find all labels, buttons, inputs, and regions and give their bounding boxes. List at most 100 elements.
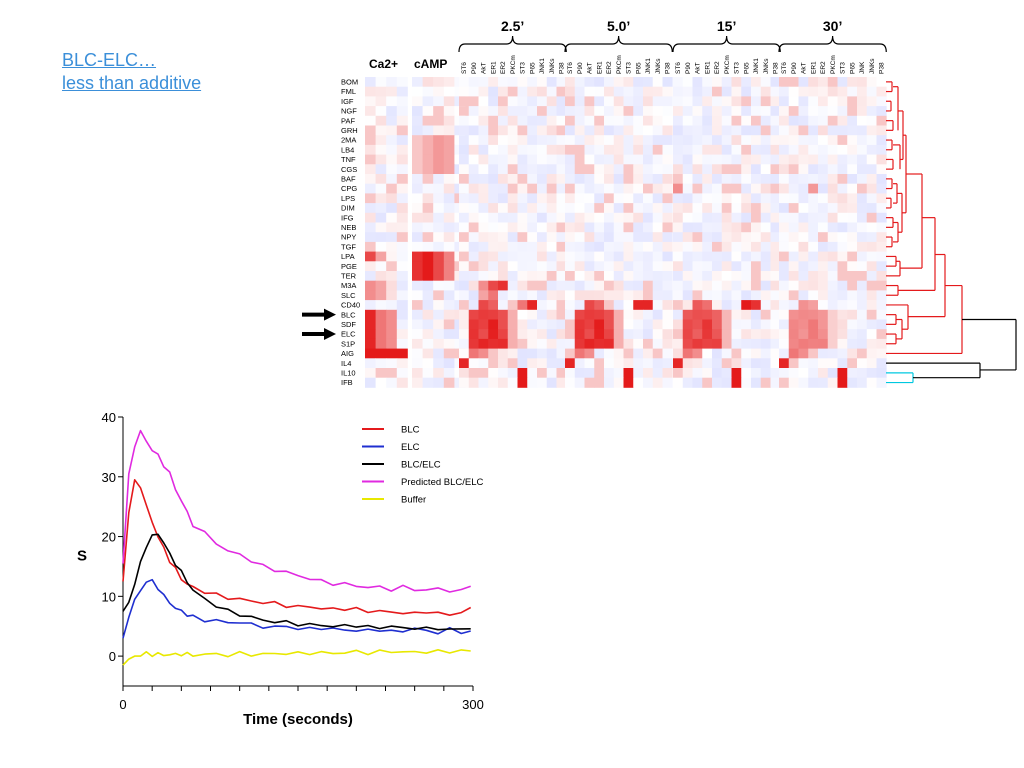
heatmap-cell bbox=[633, 174, 644, 185]
heatmap-cell bbox=[604, 86, 615, 97]
heatmap-cell bbox=[488, 261, 499, 272]
heatmap-cell bbox=[779, 174, 790, 185]
heatmap-cell bbox=[652, 251, 663, 262]
heatmap-cell bbox=[741, 154, 752, 165]
heatmap-cell bbox=[866, 232, 877, 243]
heatmap-cell bbox=[468, 115, 479, 126]
heatmap-cell bbox=[770, 241, 781, 252]
time-label: 15’ bbox=[717, 18, 736, 34]
heatmap-cell bbox=[798, 164, 809, 175]
heatmap-cell bbox=[731, 290, 742, 301]
heatmap-cell bbox=[818, 280, 829, 291]
heatmap-cell bbox=[527, 358, 538, 369]
heatmap-cell bbox=[498, 329, 509, 340]
heatmap-cell bbox=[546, 135, 557, 146]
heatmap-cell bbox=[788, 251, 799, 262]
heatmap-cell bbox=[537, 271, 548, 282]
row-label: NGF bbox=[341, 107, 357, 116]
heatmap-cell bbox=[537, 319, 548, 330]
heatmap-cell bbox=[584, 251, 595, 262]
heatmap-cell bbox=[760, 290, 771, 301]
heatmap-cell bbox=[468, 348, 479, 359]
heatmap-cell bbox=[433, 300, 445, 311]
heatmap-cell bbox=[827, 290, 838, 301]
heatmap-cell bbox=[412, 319, 423, 330]
heatmap-cell bbox=[876, 135, 887, 146]
heatmap-cell bbox=[692, 309, 703, 320]
heatmap-cell bbox=[731, 329, 742, 340]
heatmap-cell bbox=[517, 106, 528, 117]
heatmap-cell bbox=[662, 377, 673, 388]
heatmap-cell bbox=[422, 319, 434, 330]
heatmap-cell bbox=[556, 77, 567, 88]
heatmap-cell bbox=[673, 183, 684, 194]
heatmap-cell bbox=[779, 135, 790, 146]
heatmap-cell bbox=[652, 232, 663, 243]
heatmap-cell bbox=[527, 86, 538, 97]
heatmap-cell bbox=[443, 96, 455, 107]
heatmap-cell bbox=[556, 358, 567, 369]
heatmap-cell bbox=[751, 154, 762, 165]
heatmap-cell bbox=[652, 144, 663, 155]
slide-link-line-1[interactable]: BLC-ELC… bbox=[62, 50, 157, 70]
heatmap-cell bbox=[396, 86, 408, 97]
heatmap-cell bbox=[692, 261, 703, 272]
heatmap-cell bbox=[827, 106, 838, 117]
heatmap-cell bbox=[673, 338, 684, 349]
heatmap-cell bbox=[517, 183, 528, 194]
heatmap-cell bbox=[808, 183, 819, 194]
heatmap-cell bbox=[623, 77, 634, 88]
heatmap-cell bbox=[468, 164, 479, 175]
row-label: AIG bbox=[341, 349, 354, 358]
heatmap-cell bbox=[760, 232, 771, 243]
heatmap-cell bbox=[788, 115, 799, 126]
slide-link-line-2[interactable]: less than additive bbox=[62, 73, 202, 93]
heatmap-cell bbox=[682, 368, 693, 379]
heatmap-cell bbox=[594, 193, 605, 204]
heatmap-cell bbox=[662, 251, 673, 262]
heatmap-cell bbox=[876, 348, 887, 359]
heatmap-cell bbox=[498, 144, 509, 155]
heatmap-cell bbox=[712, 358, 723, 369]
heatmap-cell bbox=[565, 377, 576, 388]
heatmap-cell bbox=[808, 319, 819, 330]
dendrogram bbox=[458, 35, 1017, 384]
heatmap-cell bbox=[721, 280, 732, 291]
heatmap-cell bbox=[584, 241, 595, 252]
heatmap-cell bbox=[623, 232, 634, 243]
heatmap-cell bbox=[565, 329, 576, 340]
heatmap-cell bbox=[818, 261, 829, 272]
row-label: NPY bbox=[341, 233, 356, 242]
heatmap-cell bbox=[478, 125, 489, 136]
heatmap-cell bbox=[673, 86, 684, 97]
heatmap-cell bbox=[468, 251, 479, 262]
heatmap-cell bbox=[537, 86, 548, 97]
heatmap-cell bbox=[760, 368, 771, 379]
heatmap-cell bbox=[652, 96, 663, 107]
heatmap-cell bbox=[623, 271, 634, 282]
heatmap-cell bbox=[546, 251, 557, 262]
heatmap-cell bbox=[546, 144, 557, 155]
heatmap-cell bbox=[386, 212, 398, 223]
heatmap-cell bbox=[537, 329, 548, 340]
heatmap-cell bbox=[827, 174, 838, 185]
heatmap-cell bbox=[633, 377, 644, 388]
heatmap-cell bbox=[507, 300, 518, 311]
heatmap-cell bbox=[468, 329, 479, 340]
heatmap-cell bbox=[837, 86, 848, 97]
heatmap-cell bbox=[798, 77, 809, 88]
heatmap-cell bbox=[866, 338, 877, 349]
heatmap-cell bbox=[604, 338, 615, 349]
heatmap-cell bbox=[827, 193, 838, 204]
heatmap-cell bbox=[643, 368, 654, 379]
heatmap-cell bbox=[468, 300, 479, 311]
heatmap-cell bbox=[604, 164, 615, 175]
column-label: AkT bbox=[481, 62, 488, 74]
heatmap-cell bbox=[613, 348, 624, 359]
heatmap-cell bbox=[488, 368, 499, 379]
heatmap-cell bbox=[643, 154, 654, 165]
heatmap-cell bbox=[818, 96, 829, 107]
heatmap-cell bbox=[478, 251, 489, 262]
heatmap-cell bbox=[527, 203, 538, 214]
heatmap-cell bbox=[702, 154, 713, 165]
